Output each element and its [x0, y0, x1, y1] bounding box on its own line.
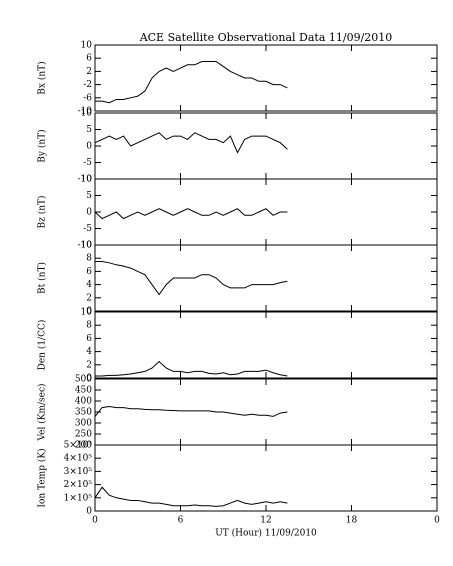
y-axis-label: By (nT): [37, 129, 48, 162]
y-tick-label: 10: [81, 109, 93, 119]
data-line: [95, 360, 288, 377]
x-axis-label: UT (Hour) 11/09/2010: [215, 528, 317, 539]
x-tick-label: 18: [346, 516, 358, 526]
y-tick-label: 1×10⁵: [64, 493, 93, 503]
y-tick-label: 5: [86, 125, 92, 135]
y-tick-label: 5×10⁵: [64, 441, 93, 451]
y-tick-label: 4: [86, 280, 92, 290]
x-tick-label: 6: [178, 516, 184, 526]
y-tick-label: 500: [75, 375, 92, 385]
y-tick-label: 0: [86, 208, 92, 218]
y-tick-label: 4×10⁵: [64, 454, 93, 464]
data-line: [95, 261, 288, 296]
data-line: [94, 405, 288, 417]
panel-frame: [94, 112, 438, 180]
y-tick-label: 300: [75, 419, 92, 429]
y-axis-label: Bt (nT): [37, 262, 48, 294]
y-tick-label: -2: [83, 80, 92, 90]
y-tick-label: 2: [86, 293, 92, 303]
y-tick-label: 0: [86, 507, 92, 517]
chart-title: ACE Satellite Observational Data 11/09/2…: [139, 31, 393, 44]
y-tick-label: 350: [75, 408, 92, 418]
y-tick-label: 10: [81, 175, 93, 185]
x-tick-label: 0: [434, 516, 440, 526]
data-line: [94, 132, 288, 154]
y-tick-label: 0: [86, 307, 92, 317]
panel-frame: [94, 244, 438, 312]
y-tick-label: 6: [86, 267, 92, 277]
y-tick-label: 200: [75, 441, 92, 451]
data-line: [94, 208, 288, 220]
y-tick-label: 10: [81, 241, 93, 251]
panel-frame: [94, 311, 438, 379]
y-tick-label: 0: [86, 142, 92, 152]
y-tick-label: 10: [81, 308, 93, 318]
y-tick-label: -5: [83, 158, 92, 168]
y-tick-label: 0: [86, 374, 92, 384]
y-tick-label: 2: [86, 67, 92, 77]
y-tick-label: -10: [78, 175, 93, 185]
y-tick-label: 3×10⁵: [64, 467, 93, 477]
y-tick-label: -5: [83, 224, 92, 234]
panel-frame: [94, 44, 438, 112]
y-tick-label: 450: [75, 386, 92, 396]
y-axis-label: Vel (Km/sec): [37, 383, 48, 441]
y-axis-label: Den (1/CC): [37, 320, 48, 371]
panel-frame: [94, 178, 438, 246]
y-tick-label: 250: [75, 430, 92, 440]
y-tick-label: 2: [86, 360, 92, 370]
data-line: [95, 61, 288, 104]
y-axis-label: Bx (nT): [37, 61, 48, 94]
y-tick-label: 8: [86, 321, 92, 331]
x-tick-label: 0: [92, 516, 98, 526]
y-axis-label: Ion Temp (K): [37, 448, 48, 507]
y-tick-label: -10: [78, 107, 93, 117]
panel-frame: [94, 378, 438, 446]
y-tick-label: 400: [75, 397, 92, 407]
data-line: [94, 486, 288, 507]
y-tick-label: -6: [83, 93, 92, 103]
y-axis-label: Bz (nT): [37, 195, 48, 228]
y-tick-label: 6: [86, 54, 92, 64]
y-tick-label: 5: [86, 191, 92, 201]
y-tick-label: 8: [86, 254, 92, 264]
x-tick-label: 12: [260, 516, 271, 526]
y-tick-label: -10: [78, 241, 93, 251]
y-tick-label: 4: [86, 347, 92, 357]
y-tick-label: 10: [81, 41, 93, 51]
y-tick-label: 6: [86, 334, 92, 344]
panel-frame: [94, 444, 438, 512]
y-tick-label: 2×10⁵: [64, 480, 93, 490]
